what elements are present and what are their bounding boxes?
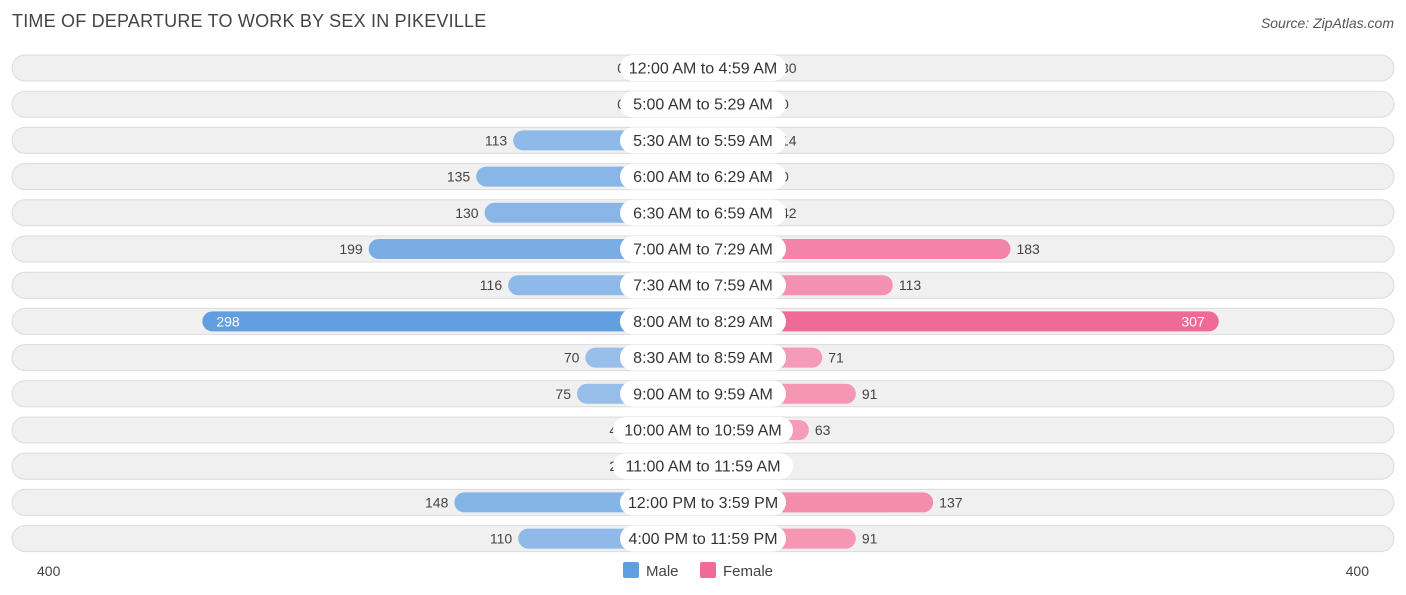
male-bar <box>202 311 704 332</box>
category-label: 5:30 AM to 5:59 AM <box>633 133 773 150</box>
category-label: 10:00 AM to 10:59 AM <box>624 423 781 440</box>
male-value-label: 298 <box>216 313 240 329</box>
category-pill <box>620 525 786 552</box>
chart-row: 148 137 12:00 PM to 3:59 PM <box>11 488 1395 516</box>
chart-row: 005:00 AM to 5:29 AM <box>11 90 1395 118</box>
female-value-label: 113 <box>899 277 922 293</box>
category-label: 6:00 AM to 6:29 AM <box>633 169 773 186</box>
category-pill <box>620 236 786 262</box>
chart-row: 110 91 4:00 PM to 11:59 PM <box>11 525 1395 553</box>
male-value-label: 199 <box>339 241 363 257</box>
female-bar <box>703 311 1219 332</box>
chart-title: TIME OF DEPARTURE TO WORK BY SEX IN PIKE… <box>12 11 487 31</box>
category-pill <box>620 308 786 335</box>
male-value-label: 116 <box>480 277 503 293</box>
chart-row: 416310:00 AM to 10:59 AM <box>11 416 1395 444</box>
legend-item-female: Female <box>700 562 773 580</box>
legend-label: Male <box>646 563 679 580</box>
chart-row: 113 145:30 AM to 5:59 AM <box>11 126 1395 154</box>
category-label: 5:00 AM to 5:29 AM <box>633 97 773 114</box>
chart-row: 13506:00 AM to 6:29 AM <box>11 163 1395 191</box>
female-value-label: 91 <box>862 531 878 547</box>
chart-row: 03012:00 AM to 4:59 AM <box>11 54 1395 82</box>
chart-row: 75 91 9:00 AM to 9:59 AM <box>11 380 1395 408</box>
legend-item-male: Male <box>623 562 679 580</box>
category-pill <box>613 417 793 443</box>
female-value-label: 71 <box>828 350 844 366</box>
category-pill <box>620 344 786 371</box>
category-label: 7:00 AM to 7:29 AM <box>633 242 773 259</box>
category-label: 8:30 AM to 8:59 AM <box>633 350 773 367</box>
category-label: 4:00 PM to 11:59 PM <box>628 531 777 548</box>
category-pill <box>620 163 786 190</box>
category-pill <box>620 380 786 407</box>
category-pill <box>620 199 786 226</box>
female-value-label: 307 <box>1181 313 1205 329</box>
category-pill <box>620 91 786 118</box>
chart-row: 130 426:30 AM to 6:59 AM <box>11 199 1395 227</box>
category-label: 12:00 PM to 3:59 PM <box>628 495 778 512</box>
category-label: 12:00 AM to 4:59 AM <box>629 61 778 78</box>
category-label: 9:00 AM to 9:59 AM <box>633 386 773 403</box>
chart-row: 70 71 8:30 AM to 8:59 AM <box>11 344 1395 372</box>
female-value-label: 91 <box>862 386 878 402</box>
axis-tick-left: 400 <box>37 563 61 579</box>
male-value-label: 130 <box>455 205 479 221</box>
legend-swatch <box>623 562 639 578</box>
category-pill <box>620 55 786 81</box>
category-pill <box>620 272 786 299</box>
chart-row: 116 113 7:30 AM to 7:59 AM <box>11 271 1395 299</box>
chart-row: 298 307 8:00 AM to 8:29 AM <box>11 307 1395 335</box>
category-label: 6:30 AM to 6:59 AM <box>633 205 773 222</box>
female-value-label: 137 <box>939 494 963 510</box>
legend-swatch <box>700 562 716 578</box>
male-value-label: 148 <box>425 494 449 510</box>
chart-row: 23011:00 AM to 11:59 AM <box>11 452 1395 480</box>
female-value-label: 183 <box>1016 241 1040 257</box>
chart-legend: Male Female <box>623 562 773 580</box>
category-pill <box>620 127 786 154</box>
category-label: 11:00 AM to 11:59 AM <box>625 459 780 476</box>
male-value-label: 75 <box>555 386 571 402</box>
category-pill <box>613 453 793 480</box>
male-value-label: 113 <box>485 132 508 148</box>
category-label: 8:00 AM to 8:29 AM <box>633 314 773 331</box>
chart-source: Source: ZipAtlas.com <box>1260 15 1394 31</box>
male-bar <box>368 239 703 259</box>
category-label: 7:30 AM to 7:59 AM <box>633 278 773 295</box>
chart-row: 199 183 7:00 AM to 7:29 AM <box>11 235 1395 263</box>
female-value-label: 63 <box>815 422 831 438</box>
chart-axis: 400 400 <box>37 563 1369 579</box>
male-value-label: 110 <box>490 531 513 547</box>
axis-tick-right: 400 <box>1346 563 1370 579</box>
legend-label: Female <box>723 563 773 580</box>
chart-rows: 03012:00 AM to 4:59 AM 005:00 AM to 5:29 … <box>11 54 1395 553</box>
category-pill <box>620 489 786 516</box>
male-value-label: 135 <box>447 169 471 185</box>
male-value-label: 70 <box>564 350 580 366</box>
